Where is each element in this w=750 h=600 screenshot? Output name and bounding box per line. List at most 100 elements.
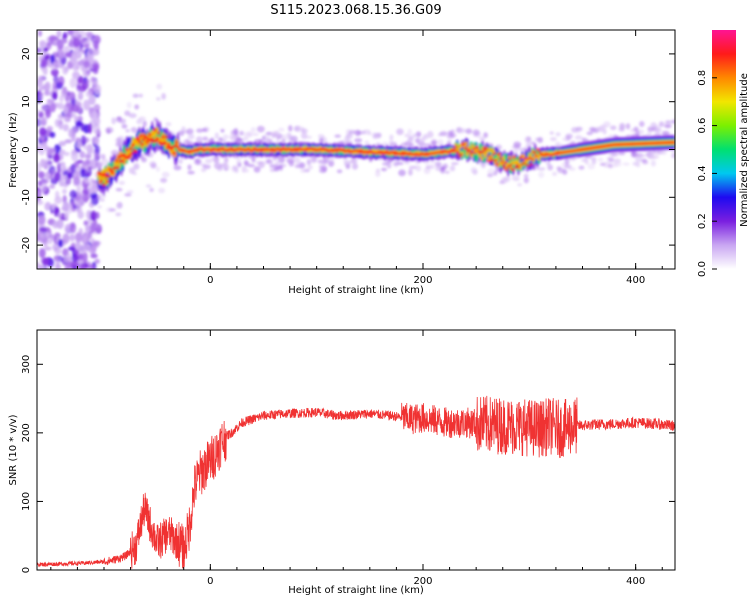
- spectrogram-cell: [114, 158, 119, 163]
- spectrogram-cell: [70, 151, 79, 162]
- spectrogram-cell: [293, 157, 301, 164]
- spectrogram-cell: [465, 128, 473, 135]
- spectrogram-cell: [81, 49, 86, 54]
- spectrogram-cell: [92, 63, 99, 70]
- spectrogram-cell: [101, 153, 106, 160]
- spectrogram-cell: [300, 168, 306, 173]
- spectrogram-cell: [67, 111, 73, 119]
- spectrogram-cell: [58, 119, 64, 130]
- spectrogram-cell: [522, 154, 526, 159]
- spectrogram-cell: [454, 145, 458, 148]
- spectrogram-cell: [158, 187, 166, 194]
- spectrogram-cell: [180, 148, 184, 151]
- spectrogram-cell: [176, 145, 180, 149]
- spectrogram-cell: [37, 264, 44, 269]
- spectrogram-cell: [131, 143, 135, 147]
- spectrogram-cell: [109, 208, 116, 212]
- spectrogram-cell: [295, 125, 302, 133]
- spectrogram-cell: [58, 140, 67, 147]
- spectrogram-cell: [262, 161, 267, 165]
- spectrogram-cell: [418, 154, 422, 157]
- spectrogram-cell: [127, 154, 131, 158]
- spectrogram-cell: [415, 137, 421, 144]
- spectrogram-cell: [38, 91, 44, 100]
- spectrogram-cell: [635, 156, 643, 163]
- spectrogram-cell: [93, 152, 102, 160]
- spectrogram-cell: [124, 193, 132, 197]
- spectrogram-cell: [511, 169, 515, 172]
- spectrogram-cell: [70, 222, 77, 234]
- spectrogram-cell: [583, 157, 588, 162]
- spectrogram-cell: [65, 176, 72, 186]
- x-tick-label: 0: [207, 275, 213, 286]
- spectrogram-cell: [483, 153, 487, 158]
- spectrogram-cell: [141, 156, 147, 163]
- spectrogram-cell: [223, 157, 229, 164]
- spectrogram-cell: [407, 135, 413, 142]
- spectrogram-cell: [121, 123, 128, 129]
- spectrogram-cell: [550, 137, 557, 142]
- spectrogram-cell: [430, 141, 437, 145]
- spectrogram-cell: [293, 149, 297, 152]
- spectrogram-cell: [64, 52, 72, 58]
- spectrogram-cell: [286, 158, 295, 164]
- spectrogram-cell: [504, 161, 508, 164]
- spectrogram-cell: [225, 165, 231, 170]
- spectrogram-cell: [483, 148, 487, 151]
- spectrogram-cell: [77, 210, 84, 219]
- spectrogram-cell: [44, 54, 50, 60]
- spectrogram-cell: [334, 148, 338, 151]
- spectrogram-cell: [589, 126, 596, 132]
- spectrogram-cell: [41, 257, 50, 266]
- spectrogram-cell: [671, 119, 675, 124]
- spectrogram-cell: [55, 256, 60, 267]
- spectrogram-cell: [483, 132, 489, 138]
- spectrogram-cell: [346, 133, 353, 138]
- spectrogram-cell: [464, 147, 468, 150]
- spectrogram-cell: [251, 157, 256, 163]
- spectrogram-cell: [386, 162, 392, 169]
- spectrogram-cell: [375, 170, 381, 178]
- spectrogram-cell: [126, 190, 134, 194]
- spectrogram-cell: [187, 164, 192, 171]
- spectrogram-cell: [646, 131, 652, 137]
- spectrogram-cell: [608, 134, 613, 139]
- spectrogram-cell: [408, 169, 413, 176]
- spectrogram-cell: [69, 77, 77, 89]
- spectrogram-cell: [80, 168, 86, 178]
- spectrogram-cell: [639, 120, 645, 128]
- spectrogram-cell: [481, 161, 486, 169]
- spectrogram-cell: [524, 136, 531, 144]
- spectrogram-cell: [537, 156, 541, 161]
- spectrogram-cell: [456, 152, 461, 155]
- spectrogram-cell: [70, 163, 76, 175]
- spectrogram-cell: [53, 154, 60, 163]
- spectrogram-cell: [82, 144, 89, 150]
- spectrogram-cell: [39, 40, 47, 48]
- spectrogram-cell: [502, 176, 509, 182]
- spectrogram-cell: [658, 121, 665, 128]
- spectrogram-cell: [123, 155, 128, 160]
- spectrogram-cell: [194, 158, 202, 166]
- spectrogram-cell: [96, 194, 102, 200]
- spectrogram-cell: [172, 151, 176, 155]
- spectrogram-cell: [148, 132, 152, 137]
- colorbar-bar: [712, 30, 736, 269]
- spectrogram-cell: [426, 131, 434, 139]
- spectrogram-cell: [469, 153, 473, 158]
- spectrogram-cell: [136, 118, 143, 125]
- spectrogram-cell: [446, 134, 454, 139]
- spectrogram-cell: [62, 201, 70, 212]
- spectrogram-cell: [82, 79, 90, 84]
- spectrogram-cell: [516, 166, 521, 169]
- spectrogram-cell: [472, 147, 476, 151]
- spectrogram-cell: [552, 171, 558, 177]
- spectrogram-cell: [48, 35, 57, 41]
- spectrogram-cell: [311, 158, 318, 163]
- y-tick-label: -10: [21, 189, 32, 205]
- spectrogram-cell: [88, 122, 93, 134]
- spectrogram-cell: [278, 127, 285, 132]
- spectrogram-cell: [501, 164, 505, 167]
- spectrogram-cell: [200, 147, 204, 150]
